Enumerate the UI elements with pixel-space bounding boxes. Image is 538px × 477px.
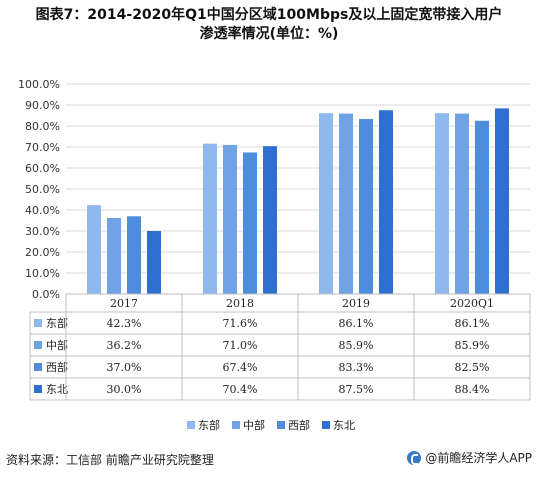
data-label: 67.4% [223,361,258,374]
data-label: 30.0% [107,383,142,396]
y-tick-label: 100.0% [18,78,60,91]
bar-西部-2019 [359,119,373,294]
legend-swatch [187,421,195,429]
table-legend-swatch [34,341,42,349]
bar-中部-2019 [339,113,353,294]
legend-entry: 东部 [198,418,220,432]
brand-credit-text: @前瞻经济学人APP [425,451,532,465]
bar-东部-2017 [87,205,101,294]
y-tick-label: 60.0% [25,162,60,175]
y-tick-label: 80.0% [25,120,60,133]
table-legend-swatch [34,363,42,371]
data-label: 86.1% [455,317,490,330]
y-tick-label: 50.0% [25,183,60,196]
x-tick-label: 2020Q1 [450,297,494,310]
data-label: 88.4% [455,383,490,396]
data-label: 85.9% [455,339,490,352]
brand-logo-icon [407,450,422,465]
x-tick-label: 2018 [226,297,254,310]
bar-东部-2020Q1 [435,113,449,294]
bar-中部-2017 [107,217,121,294]
bar-chart: 0.0% 10.0% 20.0% 30.0% 40.0% 50.0% 60.0% 70.0% 8… [18,78,531,432]
data-label: 71.0% [223,339,258,352]
y-tick-label: 30.0% [25,225,60,238]
table-row-label: 东部 [46,316,68,330]
data-label: 36.2% [107,339,142,352]
bar-西部-2017 [127,216,141,294]
data-label: 37.0% [107,361,142,374]
chart-title: 图表7：2014-2020年Q1中国分区域100Mbps及以上固定宽带接入用户 … [0,6,538,44]
legend-entry: 中部 [243,418,265,432]
table-legend-swatch [34,385,42,393]
table-legend-swatch [34,319,42,327]
x-tick-label: 2017 [110,297,138,310]
y-tick-label: 40.0% [25,204,60,217]
legend-swatch [232,421,240,429]
legend-swatch [277,421,285,429]
bar-东部-2018 [203,143,217,294]
source-note: 资料来源：工信部 前瞻产业研究院整理 [6,453,214,467]
bar-东部-2019 [319,113,333,294]
bar-西部-2018 [243,152,257,294]
legend-entry: 东北 [333,419,355,432]
table-row-label: 中部 [46,338,68,352]
x-tick-label: 2019 [342,297,370,310]
data-label: 87.5% [339,383,374,396]
legend-swatch [322,421,330,429]
table-row-label: 西部 [46,360,68,374]
y-tick-label: 90.0% [25,99,60,112]
bar-中部-2018 [223,144,237,294]
table-row-label: 东北 [46,383,68,396]
data-label: 70.4% [223,383,258,396]
brand-credit: @前瞻经济学人APP [407,449,532,466]
bar-东北-2018 [263,146,277,294]
bar-西部-2020Q1 [475,120,489,294]
y-tick-label: 0.0% [32,288,60,301]
chart-title-line1: 图表7：2014-2020年Q1中国分区域100Mbps及以上固定宽带接入用户 [35,7,503,23]
bar-东北-2019 [379,110,393,294]
y-tick-label: 10.0% [25,267,60,280]
bar-东北-2020Q1 [495,108,509,294]
data-label: 86.1% [339,317,374,330]
data-label: 82.5% [455,361,490,374]
data-label: 42.3% [107,317,142,330]
y-tick-label: 20.0% [25,246,60,259]
chart-title-line2: 渗透率情况(单位：%) [199,26,339,42]
y-tick-label: 70.0% [25,141,60,154]
data-label: 83.3% [339,361,374,374]
legend-entry: 西部 [288,418,310,432]
bar-东北-2017 [147,231,161,294]
data-label: 85.9% [339,339,374,352]
data-label: 71.6% [223,317,258,330]
bar-中部-2020Q1 [455,113,469,294]
